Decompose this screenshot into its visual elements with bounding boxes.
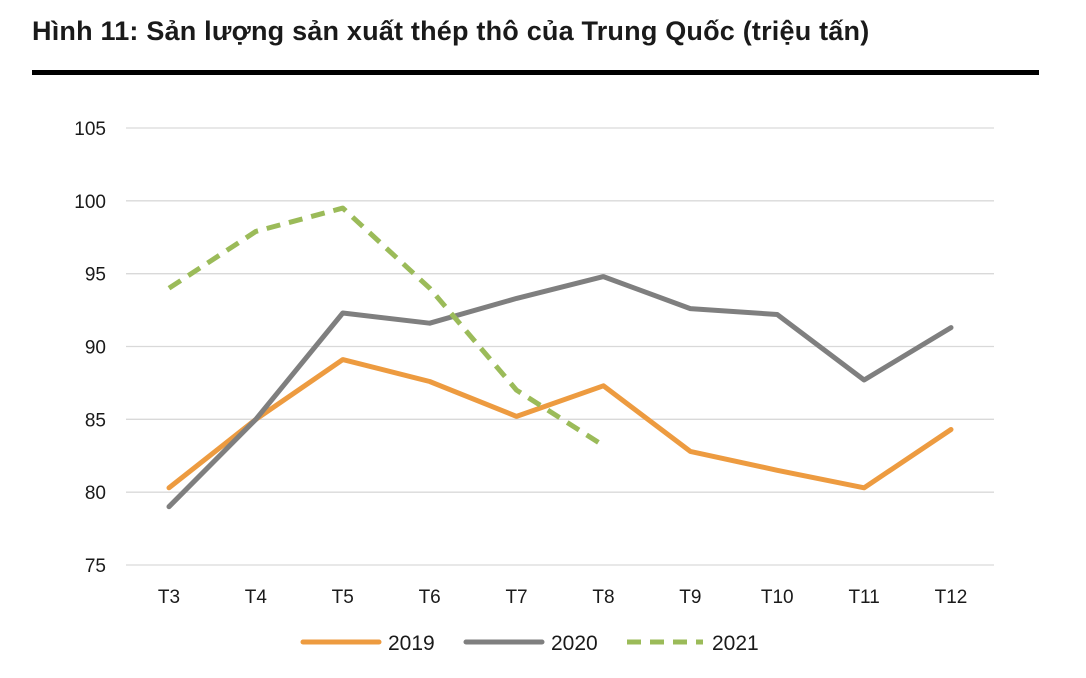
y-tick-label-105: 105 <box>74 119 106 140</box>
series-line-2019 <box>166 357 954 491</box>
point-2019-T10 <box>775 468 780 473</box>
x-tick-label-T7: T7 <box>505 587 527 608</box>
point-2019-T12 <box>949 427 954 432</box>
point-2019-T7 <box>514 414 519 419</box>
x-tick-label-T3: T3 <box>158 587 180 608</box>
point-2019-T9 <box>688 449 693 454</box>
x-tick-label-T9: T9 <box>679 587 701 608</box>
point-2020-T9 <box>688 306 693 311</box>
y-tick-label-80: 80 <box>85 483 106 504</box>
point-2020-T3 <box>167 504 172 509</box>
legend-item-2020: 2020 <box>463 632 598 655</box>
legend-label-2019: 2019 <box>388 632 435 655</box>
x-axis-ticks: T3 T4 T5 T6 T7 T8 T9 T10 T11 T12 <box>158 587 967 608</box>
legend-item-2021: 2021 <box>627 632 759 655</box>
point-2021-T4 <box>253 229 258 234</box>
point-2021-T3 <box>167 286 172 291</box>
series-line-2020 <box>166 274 954 510</box>
series-2021 <box>167 205 606 448</box>
point-2019-T3 <box>167 485 172 490</box>
point-2020-T7 <box>514 296 519 301</box>
point-2020-T11 <box>862 378 867 383</box>
legend-label-2020: 2020 <box>551 632 598 655</box>
title-underline <box>32 70 1039 75</box>
series-2020 <box>166 274 954 510</box>
y-axis-ticks: 75 80 85 90 95 100 105 <box>74 119 106 577</box>
point-2021-T6 <box>427 286 432 291</box>
x-tick-label-T5: T5 <box>332 587 354 608</box>
point-2021-T7 <box>514 388 519 393</box>
point-2019-T5 <box>340 357 345 362</box>
point-2021-T8 <box>601 443 606 448</box>
point-2020-T5 <box>340 310 345 315</box>
point-2019-T11 <box>862 485 867 490</box>
legend-item-2019: 2019 <box>300 632 435 655</box>
x-tick-label-T6: T6 <box>419 587 441 608</box>
legend-label-2021: 2021 <box>712 632 759 655</box>
chart-title: Hình 11: Sản lượng sản xuất thép thô của… <box>32 16 870 46</box>
x-tick-label-T10: T10 <box>761 587 794 608</box>
gridlines <box>126 127 994 566</box>
x-tick-label-T4: T4 <box>245 587 268 608</box>
point-2020-T8 <box>601 274 606 279</box>
y-tick-label-95: 95 <box>85 265 106 286</box>
y-tick-label-100: 100 <box>74 192 106 213</box>
point-2019-T8 <box>601 383 606 388</box>
x-tick-label-T8: T8 <box>592 587 614 608</box>
point-2021-T5 <box>340 206 345 211</box>
x-tick-label-T12: T12 <box>935 587 968 608</box>
point-2020-T4 <box>253 417 258 422</box>
legend: 2019 2020 2021 <box>300 632 759 655</box>
series-line-2021 <box>167 205 605 448</box>
y-tick-label-90: 90 <box>85 338 106 359</box>
point-2019-T6 <box>427 379 432 384</box>
y-tick-label-75: 75 <box>85 556 106 577</box>
y-tick-label-85: 85 <box>85 410 106 431</box>
point-2020-T12 <box>949 325 954 330</box>
series-2019 <box>166 357 954 491</box>
point-2020-T6 <box>427 321 432 326</box>
series-lines <box>166 205 954 510</box>
point-2020-T10 <box>775 312 780 317</box>
x-tick-label-T11: T11 <box>848 587 879 608</box>
